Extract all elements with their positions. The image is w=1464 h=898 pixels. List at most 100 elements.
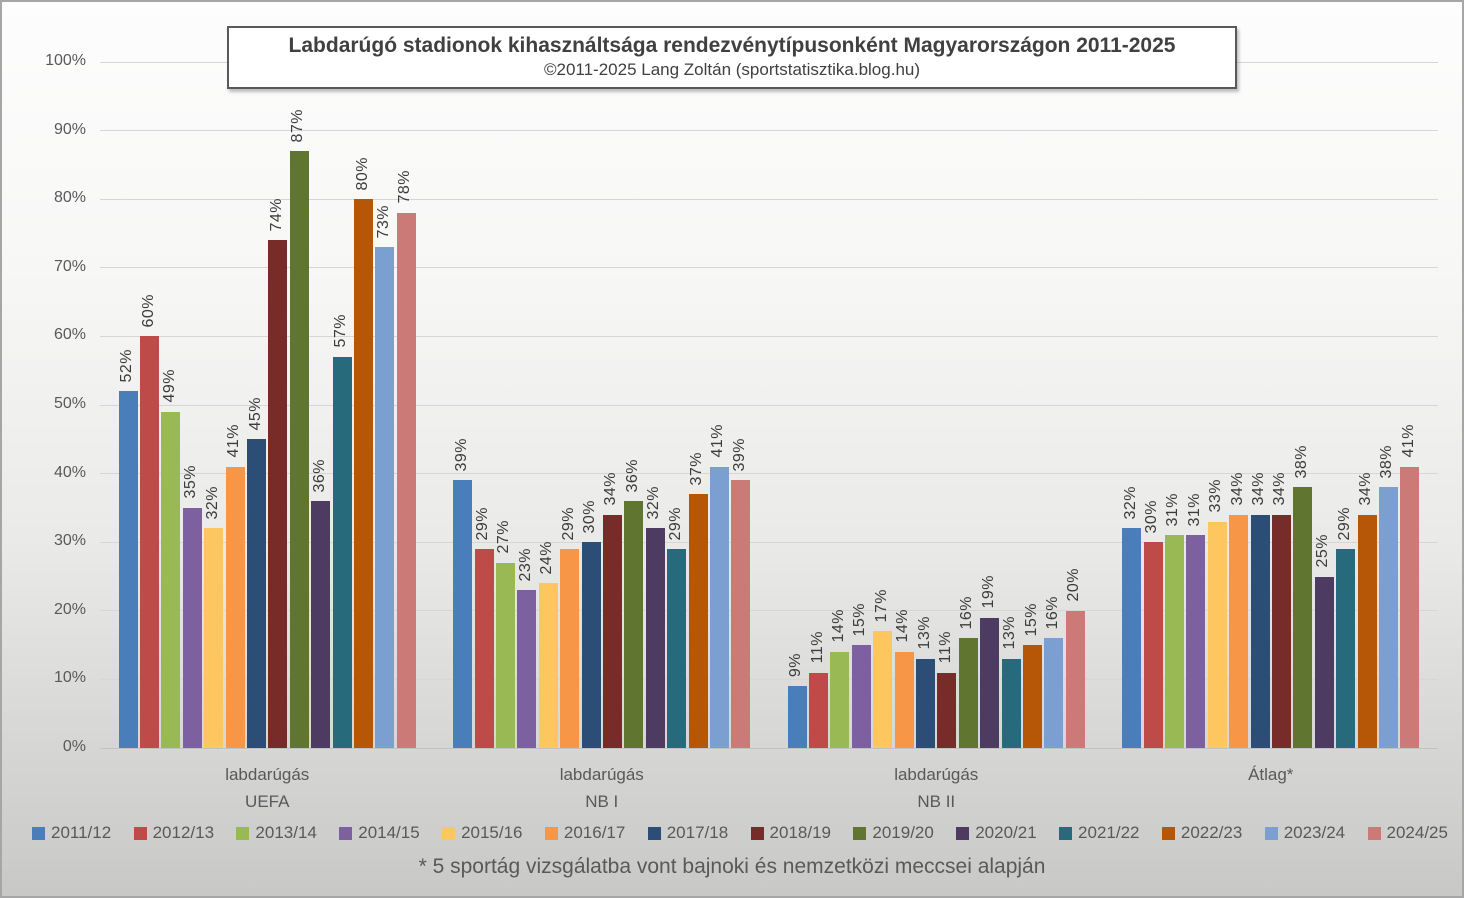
bar bbox=[1293, 487, 1313, 748]
legend-item: 2022/23 bbox=[1161, 823, 1242, 843]
bar-value-label: 52% bbox=[118, 348, 136, 383]
gridline bbox=[100, 747, 1438, 749]
legend-item: 2021/22 bbox=[1059, 823, 1139, 843]
bar-value-label: 9% bbox=[787, 653, 805, 678]
x-axis-category-label: labdarúgás bbox=[894, 765, 979, 784]
bar bbox=[474, 549, 494, 748]
legend-swatch bbox=[1059, 826, 1073, 840]
bar bbox=[140, 336, 160, 748]
bar-value-label: 25% bbox=[1314, 533, 1332, 568]
gridline bbox=[100, 267, 1438, 269]
legend-item: 2013/14 bbox=[236, 823, 317, 843]
bar-value-label: 41% bbox=[225, 424, 243, 458]
bar-value-label: 30% bbox=[581, 499, 599, 534]
gridline bbox=[100, 404, 1438, 406]
bar bbox=[787, 686, 807, 748]
bar bbox=[1378, 487, 1398, 748]
bar bbox=[560, 549, 580, 748]
bar-value-label: 19% bbox=[979, 575, 997, 609]
bar-value-label: 33% bbox=[1207, 479, 1225, 513]
bar-value-label: 11% bbox=[936, 631, 954, 664]
bar bbox=[709, 466, 729, 748]
legend-swatch bbox=[236, 826, 250, 840]
legend-label: 2011/12 bbox=[51, 823, 112, 842]
bar bbox=[830, 651, 850, 748]
legend-item: 2017/18 bbox=[647, 823, 728, 843]
gridline bbox=[100, 198, 1438, 200]
y-axis-tick-label: 30% bbox=[53, 532, 86, 550]
y-axis-tick-label: 40% bbox=[53, 463, 86, 481]
bar bbox=[980, 617, 1000, 748]
bar bbox=[182, 507, 202, 748]
chart-title-box: Labdarúgó stadionok kihasználtsága rende… bbox=[227, 26, 1237, 90]
bar-value-label: 35% bbox=[182, 465, 200, 499]
y-axis-tick-label: 70% bbox=[53, 257, 86, 275]
y-axis-tick-label: 20% bbox=[53, 600, 86, 618]
legend-swatch bbox=[442, 826, 456, 840]
bar bbox=[289, 151, 309, 748]
bar bbox=[268, 240, 288, 748]
bar-value-label: 31% bbox=[1185, 492, 1203, 527]
bar-value-label: 23% bbox=[516, 547, 534, 582]
bar-value-label: 11% bbox=[808, 631, 826, 664]
legend-label: 2014/15 bbox=[358, 823, 420, 842]
bar bbox=[1357, 514, 1377, 748]
bar bbox=[1400, 466, 1420, 748]
bar-value-label: 14% bbox=[829, 609, 847, 643]
legend: 2011/12 2012/13 2013/14 2014/15 2015/16 2016/… bbox=[32, 823, 1448, 843]
legend-swatch bbox=[133, 826, 147, 840]
bar bbox=[958, 638, 978, 748]
legend-label: 2016/17 bbox=[563, 823, 626, 842]
bar bbox=[1207, 521, 1227, 748]
legend-item: 2014/15 bbox=[339, 823, 420, 843]
bar-value-label: 39% bbox=[452, 437, 470, 472]
chart-subtitle: ©2011-2025 Lang Zoltán (sportstatisztika… bbox=[543, 60, 921, 80]
legend-item: 2020/21 bbox=[956, 823, 1037, 843]
bar-value-label: 29% bbox=[474, 506, 492, 541]
bar bbox=[916, 658, 936, 748]
bar bbox=[354, 199, 374, 748]
bar-value-label: 45% bbox=[246, 396, 264, 431]
legend-item: 2024/25 bbox=[1367, 823, 1448, 843]
legend-swatch bbox=[1264, 826, 1278, 840]
bar bbox=[602, 514, 622, 748]
legend-label: 2023/24 bbox=[1283, 823, 1346, 842]
bar-value-label: 38% bbox=[1378, 444, 1396, 479]
y-axis-tick-label: 80% bbox=[53, 189, 86, 207]
bar-value-label: 20% bbox=[1065, 568, 1083, 602]
bar-value-label: 34% bbox=[1357, 472, 1375, 506]
x-axis-category-label: UEFA bbox=[245, 792, 290, 811]
legend-label: 2018/19 bbox=[769, 823, 831, 842]
bar-value-label: 17% bbox=[872, 588, 890, 623]
legend-label: 2015/16 bbox=[461, 823, 523, 842]
legend-swatch bbox=[544, 826, 558, 840]
bar bbox=[311, 501, 331, 748]
legend-swatch bbox=[1161, 826, 1175, 840]
bar-value-label: 15% bbox=[851, 602, 869, 637]
legend-label: 2020/21 bbox=[975, 823, 1037, 842]
bar-value-label: 74% bbox=[267, 197, 285, 232]
bar bbox=[851, 645, 871, 748]
bar bbox=[1186, 535, 1206, 748]
bar bbox=[225, 466, 245, 748]
bar bbox=[1023, 645, 1043, 748]
gridline bbox=[100, 130, 1438, 132]
bar bbox=[1143, 542, 1163, 748]
bar-value-label: 34% bbox=[1228, 472, 1246, 506]
bar-value-label: 32% bbox=[1121, 485, 1139, 520]
legend-swatch bbox=[32, 826, 45, 840]
bar bbox=[894, 651, 914, 748]
bar bbox=[1229, 514, 1249, 748]
bar bbox=[581, 542, 601, 748]
gridline bbox=[100, 541, 1438, 543]
bar-value-label: 14% bbox=[894, 609, 912, 643]
bar-value-label: 34% bbox=[1250, 472, 1268, 506]
bar-value-label: 32% bbox=[645, 485, 663, 520]
bar-value-label: 36% bbox=[310, 458, 328, 493]
bar bbox=[731, 480, 751, 748]
bar bbox=[1314, 576, 1334, 748]
legend-swatch bbox=[956, 826, 970, 840]
legend-label: 2013/14 bbox=[255, 823, 317, 842]
bar-value-label: 87% bbox=[289, 108, 307, 143]
